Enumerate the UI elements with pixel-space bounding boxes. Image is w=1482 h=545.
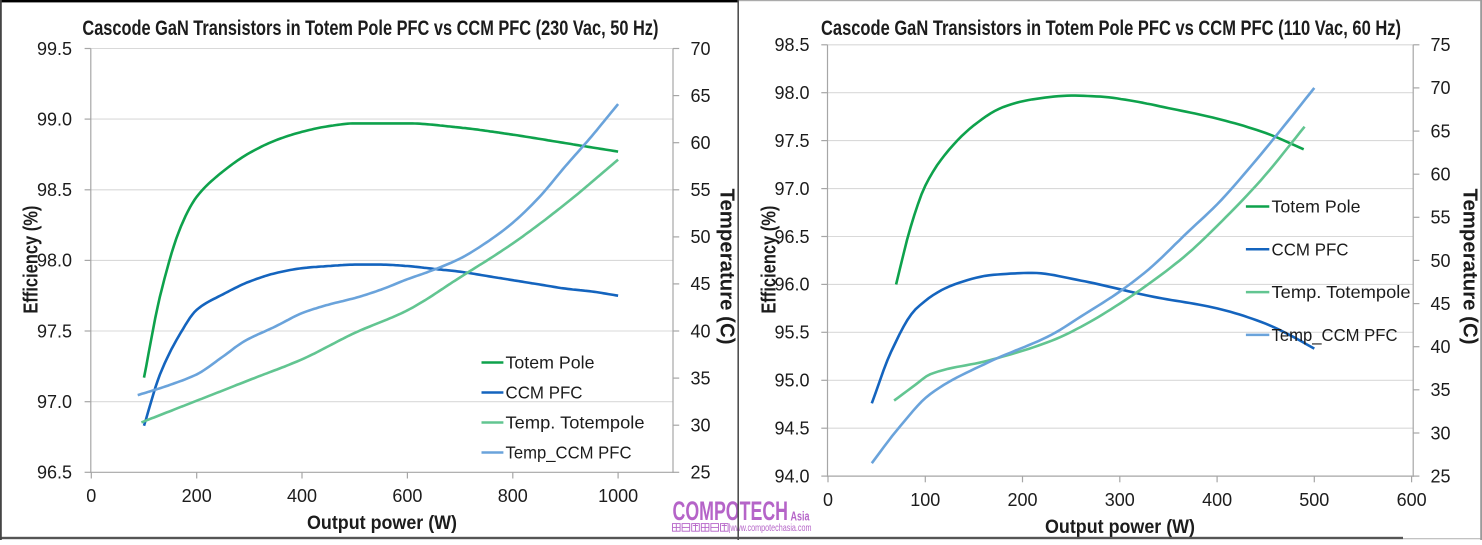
svg-text:Temp. Totempole: Temp. Totempole	[506, 413, 645, 433]
svg-text:400: 400	[1202, 490, 1232, 510]
svg-text:Efficiency (%): Efficiency (%)	[21, 206, 43, 314]
svg-text:65: 65	[691, 86, 711, 106]
svg-text:50: 50	[691, 227, 711, 247]
svg-text:Temp_CCM PFC: Temp_CCM PFC	[506, 443, 632, 464]
svg-text:70: 70	[1431, 78, 1451, 98]
svg-text:94.5: 94.5	[774, 419, 809, 439]
svg-text:99.0: 99.0	[37, 109, 72, 129]
svg-text:Cascode GaN Transistors in Tot: Cascode GaN Transistors in Totem Pole PF…	[821, 16, 1401, 40]
svg-text:25: 25	[691, 463, 711, 483]
svg-text:50: 50	[1431, 251, 1451, 271]
svg-text:40: 40	[691, 321, 711, 341]
svg-text:45: 45	[691, 274, 711, 294]
svg-text:Totem Pole: Totem Pole	[506, 353, 595, 373]
svg-text:Output power (W): Output power (W)	[1045, 517, 1195, 538]
svg-text:30: 30	[691, 416, 711, 436]
svg-text:25: 25	[1431, 466, 1451, 486]
svg-text:Temperature (C): Temperature (C)	[1459, 189, 1481, 345]
svg-text:Output power (W): Output power (W)	[307, 513, 457, 534]
svg-text:Cascode GaN Transistors in Tot: Cascode GaN Transistors in Totem Pole PF…	[82, 16, 658, 40]
svg-text:100: 100	[910, 490, 940, 510]
svg-text:75: 75	[1431, 35, 1451, 55]
svg-text:98.5: 98.5	[774, 35, 809, 55]
svg-text:CCM PFC: CCM PFC	[506, 383, 583, 403]
svg-text:55: 55	[1431, 208, 1451, 228]
svg-text:65: 65	[1431, 121, 1451, 141]
svg-text:CCM PFC: CCM PFC	[1272, 239, 1349, 259]
svg-text:98.5: 98.5	[37, 180, 72, 200]
svg-text:94.0: 94.0	[774, 466, 809, 486]
svg-text:|www.compotechasia.com: |www.compotechasia.com	[729, 522, 812, 534]
svg-text:96.5: 96.5	[37, 463, 72, 483]
svg-text:200: 200	[182, 486, 212, 506]
svg-text:60: 60	[1431, 165, 1451, 185]
svg-text:500: 500	[1299, 490, 1329, 510]
svg-text:60: 60	[691, 133, 711, 153]
svg-text:95.0: 95.0	[774, 371, 809, 391]
svg-text:200: 200	[1007, 490, 1037, 510]
svg-text:1000: 1000	[598, 486, 638, 506]
svg-text:0: 0	[823, 490, 833, 510]
svg-text:40: 40	[1431, 337, 1451, 357]
svg-text:Temp. Totempole: Temp. Totempole	[1272, 282, 1411, 302]
svg-text:35: 35	[1431, 380, 1451, 400]
svg-text:Efficiency (%): Efficiency (%)	[759, 206, 781, 314]
svg-text:Totem Pole: Totem Pole	[1272, 197, 1361, 217]
svg-text:95.5: 95.5	[774, 323, 809, 343]
svg-text:Temp_CCM PFC: Temp_CCM PFC	[1272, 325, 1398, 346]
svg-text:55: 55	[691, 180, 711, 200]
svg-text:99.5: 99.5	[37, 39, 72, 59]
svg-text:800: 800	[498, 486, 528, 506]
svg-text:300: 300	[1105, 490, 1135, 510]
svg-text:97.5: 97.5	[37, 321, 72, 341]
svg-text:Temperature (C): Temperature (C)	[716, 189, 738, 345]
svg-text:70: 70	[691, 39, 711, 59]
svg-text:600: 600	[392, 486, 422, 506]
svg-text:97.0: 97.0	[37, 392, 72, 412]
svg-text:35: 35	[691, 368, 711, 388]
svg-text:30: 30	[1431, 423, 1451, 443]
svg-text:97.0: 97.0	[774, 179, 809, 199]
svg-text:98.0: 98.0	[774, 83, 809, 103]
svg-text:400: 400	[287, 486, 317, 506]
svg-text:600: 600	[1397, 490, 1427, 510]
svg-text:97.5: 97.5	[774, 131, 809, 151]
svg-text:45: 45	[1431, 294, 1451, 314]
svg-text:0: 0	[86, 486, 96, 506]
